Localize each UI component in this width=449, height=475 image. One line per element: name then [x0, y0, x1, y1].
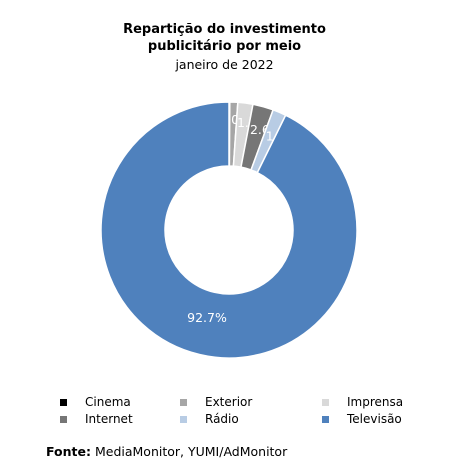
chart-title-line1: Repartição do investimento	[123, 22, 326, 37]
legend-label: Cinema	[85, 395, 131, 409]
legend-label: Internet	[85, 412, 133, 426]
legend-swatch	[180, 398, 187, 406]
source-note: Fonte: MediaMonitor, YUMI/AdMonitor	[46, 444, 287, 459]
legend-swatch	[180, 415, 187, 423]
chart-subtitle: janeiro de 2022	[175, 57, 274, 72]
legend-item-exterior: Exterior	[180, 395, 252, 409]
legend-item-imprensa: Imprensa	[322, 395, 403, 409]
source-label: Fonte:	[46, 444, 91, 459]
legend-item-rádio: Rádio	[180, 412, 239, 426]
slice-televisão	[100, 101, 358, 359]
legend-item-cinema: Cinema	[60, 395, 131, 409]
legend-swatch	[60, 415, 67, 423]
chart-title-line2: publicitário por meio	[147, 39, 302, 54]
legend-swatch	[322, 398, 329, 406]
data-label-televisão: 92.7%	[187, 310, 227, 325]
legend-item-televisão: Televisão	[322, 412, 402, 426]
legend-item-internet: Internet	[60, 412, 133, 426]
source-text: MediaMonitor, YUMI/AdMonitor	[94, 444, 288, 459]
legend-swatch	[60, 398, 67, 406]
legend-label: Imprensa	[347, 395, 404, 409]
legend-swatch	[322, 415, 329, 423]
legend-label: Rádio	[205, 412, 239, 426]
legend-label: Exterior	[205, 395, 253, 409]
legend-label: Televisão	[347, 412, 402, 426]
